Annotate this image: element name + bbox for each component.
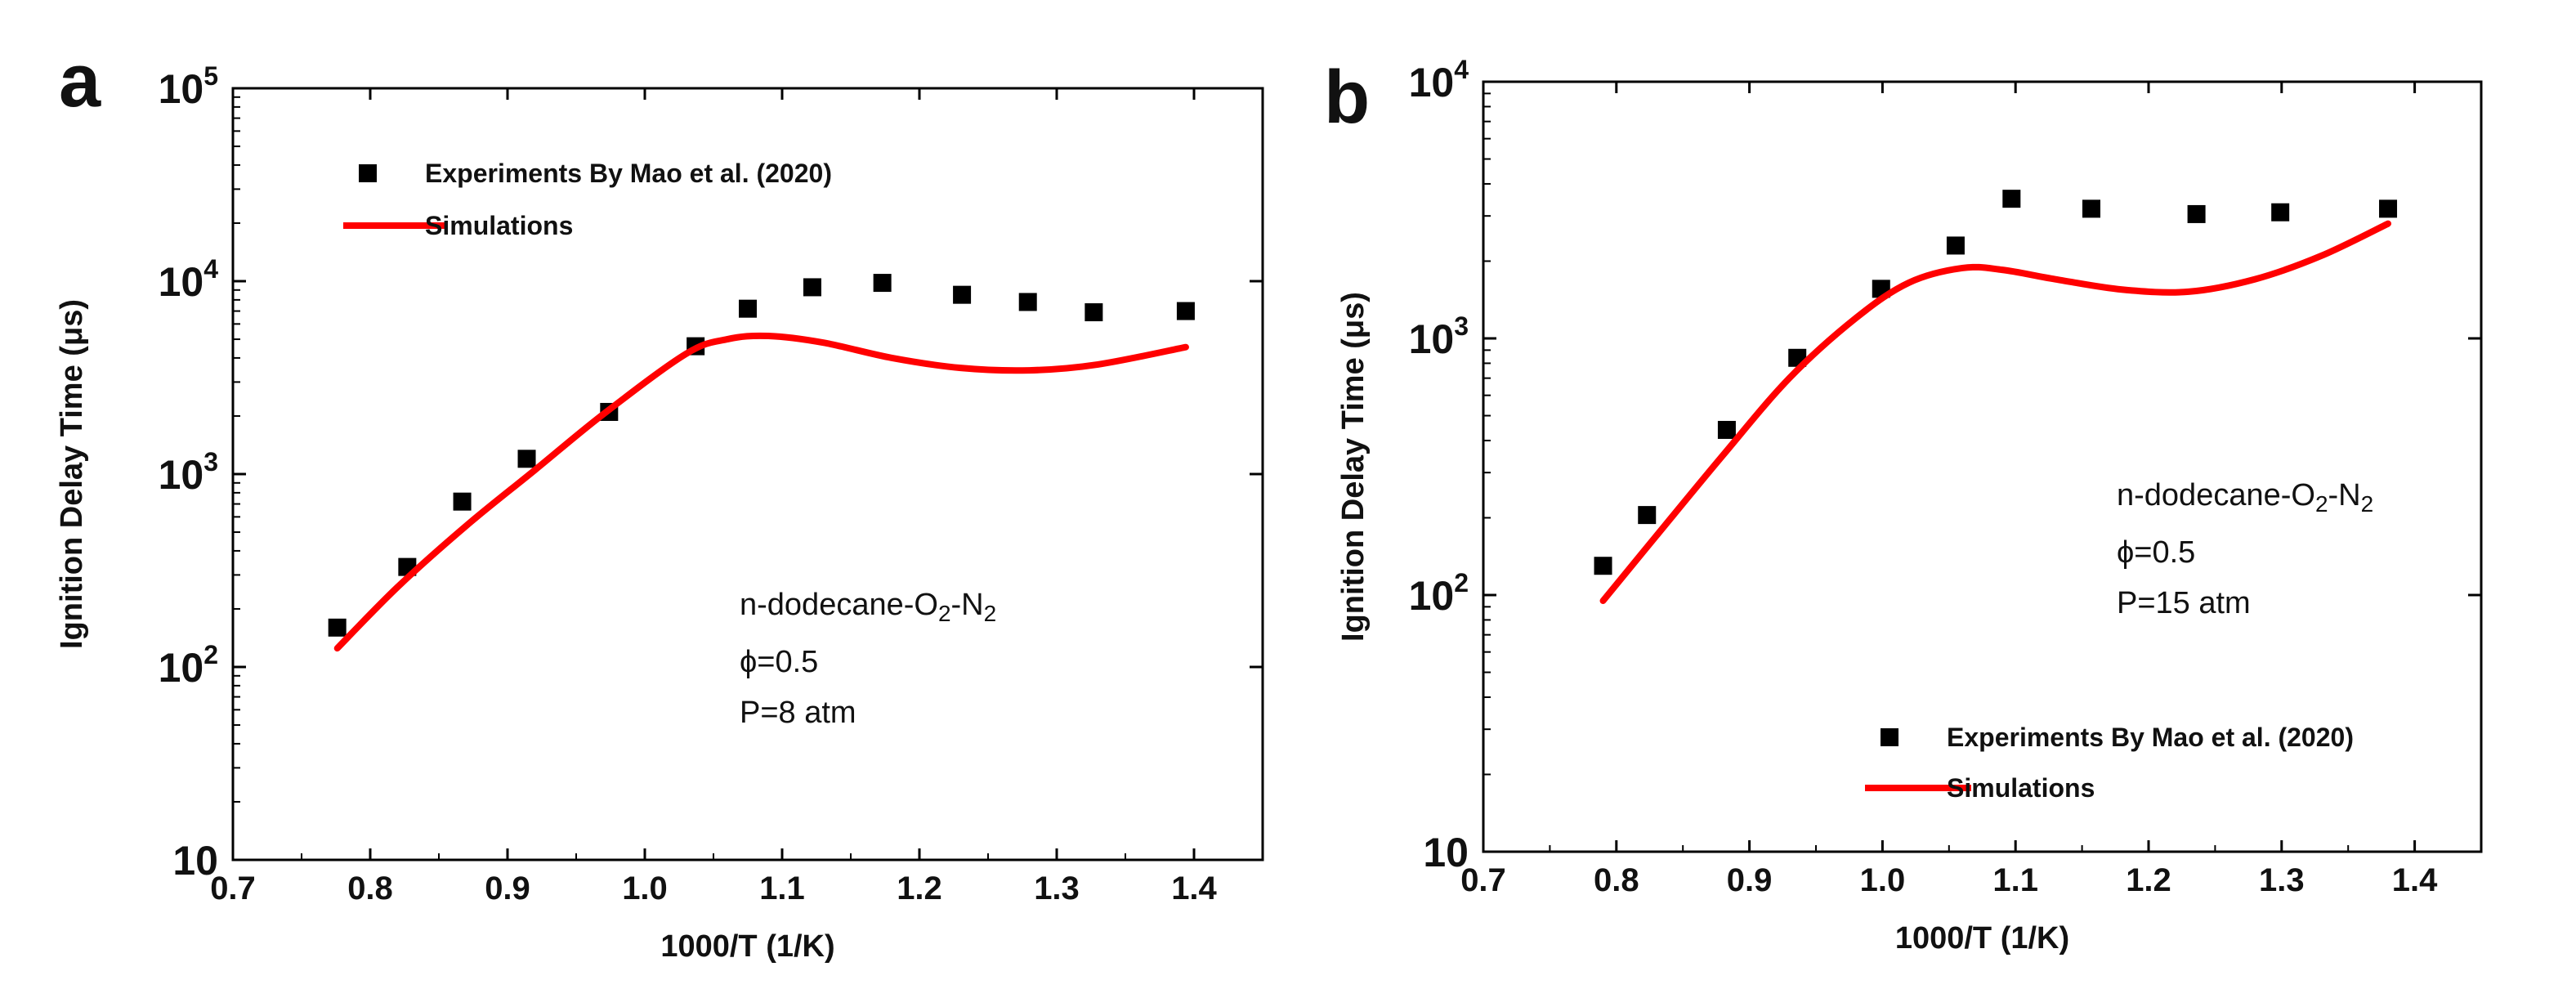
legend-marker-experiment: [1881, 728, 1898, 746]
y-tick-exponent: 3: [203, 447, 218, 477]
x-tick-label: 0.8: [347, 870, 393, 906]
y-tick-base: 10: [159, 66, 204, 112]
x-tick-label: 0.7: [210, 870, 256, 906]
x-tick-label: 1.0: [622, 870, 668, 906]
y-tick-base: 10: [1409, 573, 1455, 619]
x-axis-label: 1000/T (1/K): [1895, 921, 2069, 956]
experiment-point: [1594, 557, 1612, 575]
y-tick-label: 103: [159, 447, 218, 498]
panel-letter-b: b: [1324, 56, 1370, 139]
experiment-point: [2271, 203, 2290, 222]
legend-label-experiment: Experiments By Mao et al. (2020): [425, 159, 832, 188]
y-tick-exponent: 4: [203, 254, 218, 284]
experiment-point: [873, 274, 892, 293]
y-tick-base: 10: [159, 645, 204, 691]
x-tick-label: 1.1: [759, 870, 805, 906]
x-tick-label: 1.4: [2392, 862, 2438, 898]
x-tick-label: 0.7: [1460, 862, 1506, 898]
annotation-phi: ϕ=0.5: [740, 645, 818, 679]
x-tick-label: 1.2: [897, 870, 942, 906]
legend-label-simulation: Simulations: [425, 211, 573, 240]
annotation-phi: ϕ=0.5: [2117, 535, 2195, 570]
experiment-point: [953, 285, 972, 304]
annotation-mixture: n-dodecane-O2-N2: [2117, 478, 2373, 517]
experiment-point: [2187, 204, 2206, 223]
y-tick-label: 10: [1423, 830, 1469, 875]
y-axis-label: Ignition Delay Time (μs): [55, 299, 89, 649]
y-tick-exponent: 4: [1454, 55, 1469, 84]
annotation-dash: -N: [2328, 478, 2361, 512]
y-tick-label: 102: [1409, 568, 1469, 619]
y-tick-base: 10: [159, 452, 204, 498]
panel-letter-a: a: [59, 39, 101, 123]
experiment-point: [453, 492, 472, 511]
experiment-point: [1176, 302, 1195, 320]
axes-frame: [1482, 80, 2483, 853]
chart-panel-a: a0.7 0.8 0.9 1.0 1.1 1.2 1.3 1.4101021031041051…: [55, 39, 1264, 964]
y-tick-label: 102: [159, 640, 218, 691]
annotation-sub: 2: [2315, 491, 2328, 517]
experiment-point: [2379, 199, 2398, 218]
x-tick-label: 1.0: [1860, 862, 1906, 898]
y-tick-base: 10: [1409, 316, 1455, 362]
x-tick-label: 0.9: [485, 870, 530, 906]
y-tick-exponent: 3: [1454, 311, 1469, 341]
y-tick-label: 105: [159, 61, 218, 112]
experiment-point: [328, 618, 347, 637]
x-tick-label: 0.9: [1727, 862, 1773, 898]
experiment-point: [1018, 293, 1037, 311]
experiment-point: [2082, 199, 2100, 218]
annotation-pressure: P=15 atm: [2117, 586, 2251, 620]
simulation-line: [333, 332, 1189, 652]
y-tick-base: 10: [1409, 60, 1455, 105]
experiment-point: [803, 278, 821, 297]
x-tick-label: 1.4: [1171, 870, 1217, 906]
experiment-point: [1946, 236, 1965, 255]
y-tick-label: 104: [1409, 55, 1469, 105]
x-tick-label: 1.2: [2126, 862, 2171, 898]
y-tick-label: 104: [159, 254, 219, 305]
y-tick-label: 10: [172, 838, 218, 884]
x-axis-label: 1000/T (1/K): [660, 929, 834, 964]
annotation-pressure: P=8 atm: [740, 696, 856, 730]
annotation-mixture: n-dodecane-O2-N2: [740, 588, 996, 626]
experiment-point: [2002, 190, 2021, 208]
experiment-point: [1717, 420, 1736, 439]
y-tick-label: 103: [1409, 311, 1469, 362]
x-tick-label: 1.3: [1034, 870, 1080, 906]
x-tick-label: 0.8: [1594, 862, 1639, 898]
y-tick-exponent: 2: [203, 640, 218, 669]
annotation-fuel: n-dodecane-O: [740, 588, 938, 622]
legend-label-simulation: Simulations: [1947, 773, 2095, 803]
annotation-sub: 2: [938, 601, 951, 626]
y-tick-exponent: 2: [1454, 568, 1469, 597]
experiment-point: [1638, 506, 1657, 525]
x-tick-label: 1.3: [2259, 862, 2305, 898]
simulation-line: [1599, 220, 2392, 604]
experiment-point: [1085, 303, 1103, 322]
y-axis-label: Ignition Delay Time (μs): [1336, 292, 1371, 642]
legend-label-experiment: Experiments By Mao et al. (2020): [1947, 723, 2354, 752]
chart-panel-b: b0.7 0.8 0.9 1.0 1.1 1.2 1.3 1.4101021031041000…: [1324, 55, 2483, 956]
y-tick-base: 10: [159, 259, 204, 305]
annotation-sub: 2: [2361, 491, 2374, 517]
experiment-point: [739, 299, 757, 318]
experiment-point: [517, 450, 536, 468]
annotation-fuel: n-dodecane-O: [2117, 478, 2315, 512]
x-tick-label: 1.1: [1992, 862, 2038, 898]
y-tick-exponent: 5: [203, 61, 218, 91]
annotation-sub: 2: [984, 601, 997, 626]
annotation-dash: -N: [951, 588, 984, 622]
legend-marker-experiment: [359, 164, 377, 182]
